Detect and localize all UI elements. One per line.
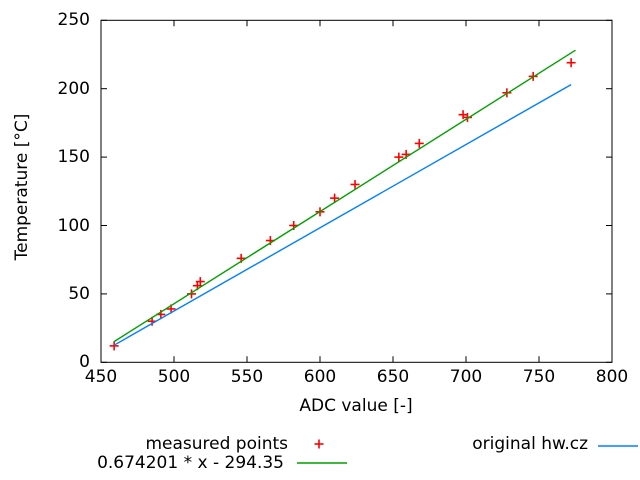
- y-tick-label: 50: [68, 283, 90, 304]
- legend-label-fit-equation: 0.674201 * x - 294.35: [97, 453, 284, 473]
- x-axis-title: ADC value [-]: [299, 396, 413, 416]
- x-tick-label: 450: [84, 367, 118, 387]
- axis-ticks: [100, 19, 613, 363]
- x-tick-label: 600: [303, 367, 337, 387]
- series-line-1: [113, 49, 576, 343]
- x-tick-label: 500: [157, 367, 191, 387]
- series-line-2: [113, 83, 572, 346]
- measured-points-marker-sample: [314, 439, 324, 449]
- y-tick-label: 250: [57, 10, 90, 31]
- y-tick-label: 0: [79, 352, 90, 373]
- original-line-sample: [598, 445, 638, 447]
- plot-border: [100, 19, 613, 363]
- series-measured-points: [109, 58, 576, 351]
- x-tick-label: 650: [376, 367, 410, 387]
- legend-label-measured-points: measured points: [145, 434, 288, 454]
- x-tick-label: 750: [522, 367, 556, 387]
- x-tick-label: 550: [230, 367, 264, 387]
- y-tick-label: 200: [57, 78, 90, 99]
- fit-line-sample: [297, 462, 347, 464]
- y-tick-label: 100: [57, 215, 90, 236]
- x-tick-label: 700: [449, 367, 483, 387]
- y-tick-label: 150: [57, 147, 90, 168]
- legend-label-original-hwcz: original hw.cz: [472, 434, 588, 454]
- y-axis-title: Temperature [°C]: [12, 113, 32, 261]
- x-tick-label: 800: [595, 367, 629, 387]
